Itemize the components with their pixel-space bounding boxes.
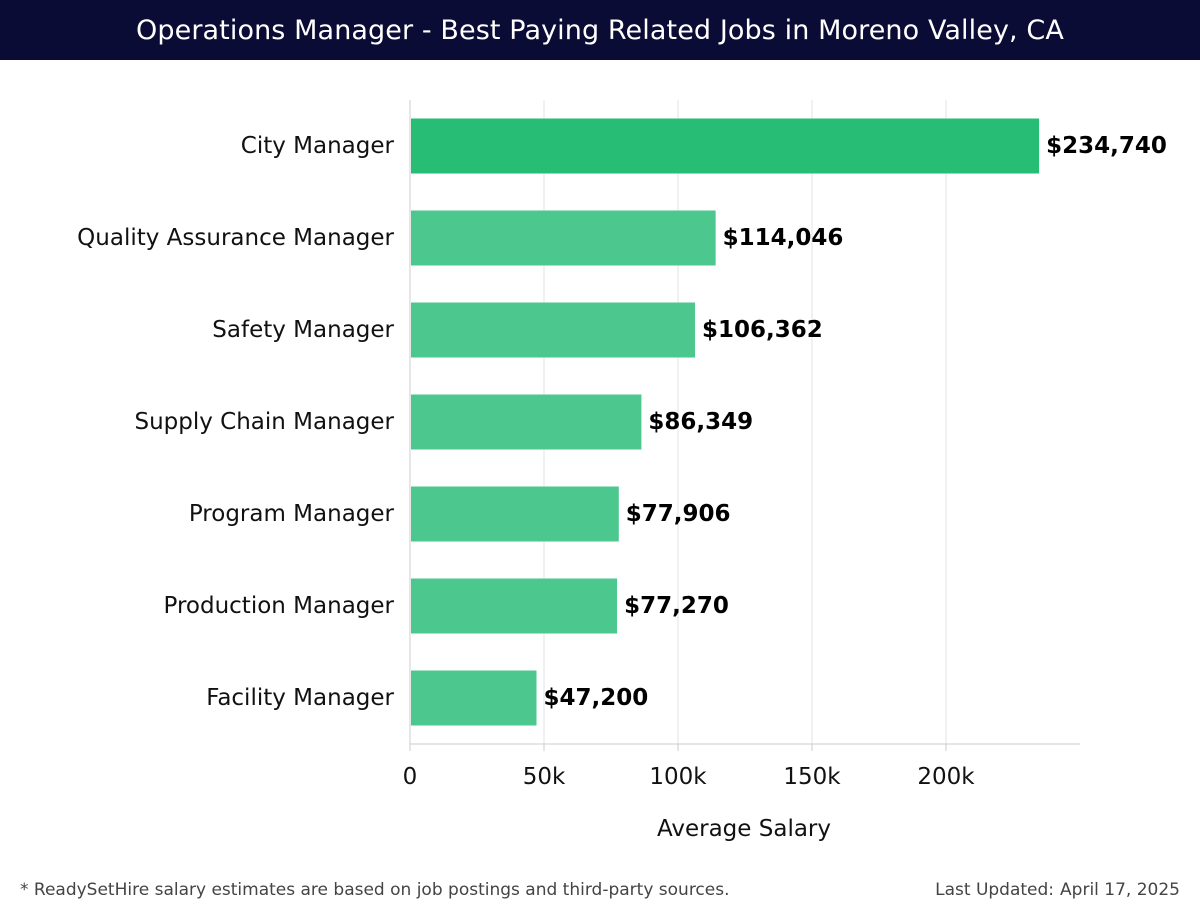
bars (411, 118, 1040, 726)
value-label: $86,349 (648, 409, 753, 435)
x-tick-label: 150k (783, 764, 841, 790)
category-label: City Manager (241, 133, 395, 159)
bar (411, 578, 618, 634)
category-label: Facility Manager (206, 685, 394, 711)
footer-note: * ReadySetHire salary estimates are base… (20, 880, 730, 900)
x-axis-ticks: 0 50k 100k 150k 200k (403, 744, 975, 790)
x-tick-label: 100k (649, 764, 707, 790)
last-updated-date: April 17, 2025 (1060, 880, 1180, 900)
chart-title: Operations Manager - Best Paying Related… (0, 0, 1200, 60)
category-label: Production Manager (164, 593, 395, 619)
gridlines (409, 100, 1080, 745)
x-axis-label: Average Salary (657, 816, 831, 842)
last-updated-label: Last Updated: (935, 880, 1055, 900)
x-tick-label: 50k (523, 764, 566, 790)
bar (411, 486, 619, 542)
value-label: $106,362 (702, 317, 823, 343)
bar (411, 394, 642, 450)
value-label: $77,270 (624, 593, 729, 619)
value-label: $77,906 (626, 501, 731, 527)
bar (411, 670, 537, 726)
category-label: Safety Manager (212, 317, 394, 343)
value-label: $47,200 (543, 685, 648, 711)
category-labels: City Manager Quality Assurance Manager Saf… (77, 133, 394, 711)
x-tick-label: 200k (917, 764, 975, 790)
category-label: Quality Assurance Manager (77, 225, 394, 251)
value-label: $114,046 (723, 225, 844, 251)
value-labels: $234,740 $114,046 $106,362 $86,349 $77,906 $7… (543, 133, 1166, 711)
last-updated: Last Updated: April 17, 2025 (935, 880, 1180, 900)
bar (411, 302, 696, 358)
category-label: Program Manager (189, 501, 395, 527)
value-label: $234,740 (1046, 133, 1167, 159)
bar (411, 118, 1040, 174)
category-label: Supply Chain Manager (134, 409, 394, 435)
x-tick-label: 0 (403, 764, 418, 790)
bar (411, 210, 716, 266)
bar-chart: City Manager Quality Assurance Manager Saf… (77, 100, 1167, 842)
